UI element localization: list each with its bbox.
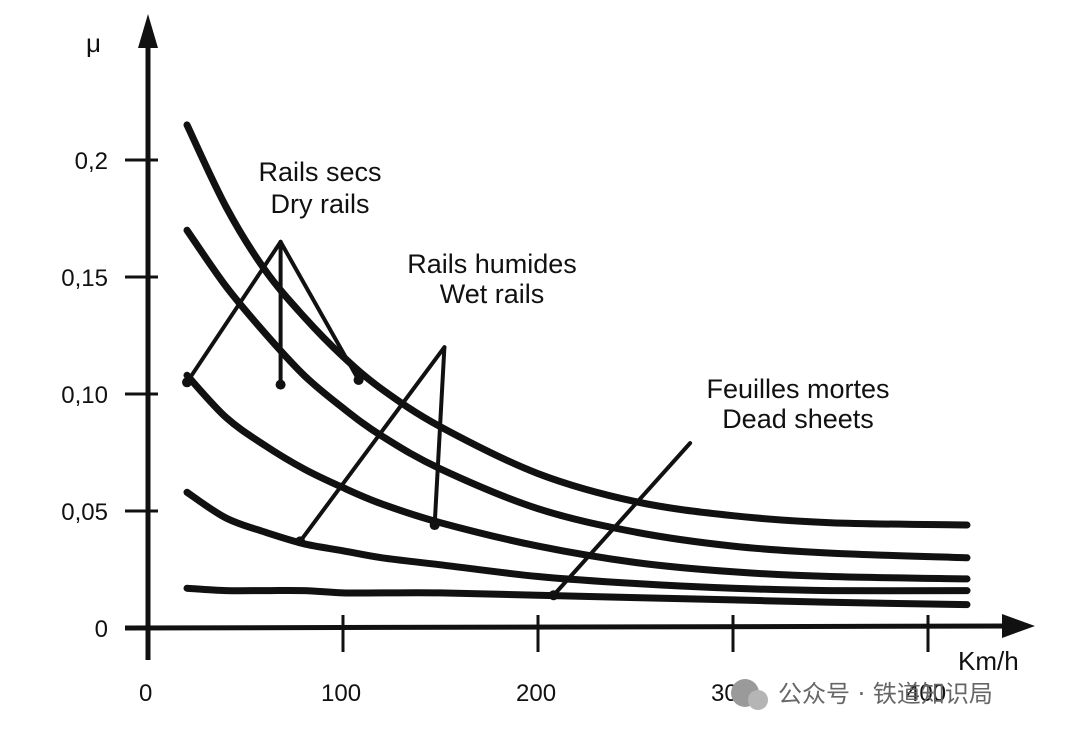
annotation-1-pointer-1 <box>185 239 283 385</box>
x-tick-label-4: 400 <box>906 680 946 707</box>
annotation-3-line-2: Dead sheets <box>722 404 874 434</box>
annotation-1-line-1: Rails secs <box>258 157 381 187</box>
x-tick-label-0: 0 <box>139 680 152 707</box>
annotation-1-pointer-3 <box>278 239 361 382</box>
annotation-1-line-2: Dry rails <box>271 189 370 219</box>
annotation-3-pointer-1 <box>551 441 693 598</box>
y-tick-label-0: 0 <box>95 616 108 643</box>
watermark-text: 公众号 · 铁道知识局 <box>778 680 993 708</box>
annotation-2-dot-1 <box>295 536 306 547</box>
x-axis <box>124 623 1016 631</box>
annotation-3-dot-1 <box>548 590 559 601</box>
annotation-2-pointer-2 <box>432 345 447 528</box>
x-axis-arrow <box>1002 614 1035 638</box>
annotation-2-dot-2 <box>429 520 440 531</box>
curve-2 <box>183 226 971 562</box>
annotation-2-line-1: Rails humides <box>407 249 577 279</box>
x-tick-label-1: 100 <box>321 680 361 707</box>
curve-5 <box>183 584 971 609</box>
x-tick-label-2: 200 <box>516 680 556 707</box>
annotation-1-dot-3 <box>353 374 364 385</box>
y-axis-label: μ <box>86 28 101 58</box>
y-tick-label-1: 0,05 <box>61 499 108 526</box>
annotation-3-line-1: Feuilles mortes <box>706 374 889 404</box>
y-tick-label-2: 0,10 <box>61 382 108 409</box>
annotation-2-pointer-1 <box>298 345 447 544</box>
curves <box>183 121 971 609</box>
wechat-icon-secondary <box>748 690 768 710</box>
y-tick-label-3: 0,15 <box>61 265 108 292</box>
x-axis-label: Km/h <box>958 646 1019 676</box>
y-tick-label-4: 0,2 <box>75 148 108 175</box>
curve-3 <box>183 371 971 583</box>
annotation-1-dot-1 <box>182 377 192 388</box>
annotation-2-line-2: Wet rails <box>440 279 545 309</box>
watermark: 公众号 · 铁道知识局 <box>731 679 993 710</box>
annotation-1-dot-2 <box>275 379 286 390</box>
curve-4 <box>183 488 971 595</box>
y-axis-arrow <box>138 14 158 48</box>
